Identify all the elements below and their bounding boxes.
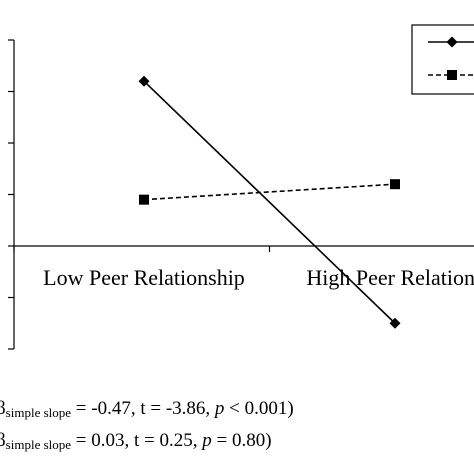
series-1 [138,75,401,329]
legend-marker [447,70,457,80]
chart-axes [8,39,474,350]
data-point [390,179,400,190]
series-line [143,80,396,324]
slope-annotation-1: βsimple slope = -0.47, t = -3.86, p < 0.… [0,398,294,421]
slope-subscript: simple slope [5,405,72,420]
series-2 [139,179,400,205]
data-point [389,317,401,329]
legend-marker [446,36,458,48]
slope-annotation-2: βsimple slope = 0.03, t = 0.25, p = 0.80… [0,430,272,453]
slope-subscript: simple slope [5,437,72,452]
p-value: = 0.80) [216,430,272,451]
chart-series [138,75,401,329]
p-label: p [214,398,225,419]
slope-symbol: β [0,430,6,451]
legend-box [411,24,474,95]
x-tick-label: Low Peer Relationship [43,265,245,290]
series-line [143,183,396,201]
slope-stats: = 0.03, t = 0.25, [75,430,198,451]
p-label: p [202,430,212,451]
x-tick-label: High Peer Relations [306,265,474,290]
data-point [138,75,150,87]
p-value: < 0.001) [229,398,294,419]
data-point [139,194,149,205]
slope-stats: = -0.47, t = -3.86, [75,398,211,419]
slope-symbol: β [0,398,6,419]
x-tick-labels: Low Peer Relationship High Peer Relations [43,265,474,290]
legend [411,24,474,95]
